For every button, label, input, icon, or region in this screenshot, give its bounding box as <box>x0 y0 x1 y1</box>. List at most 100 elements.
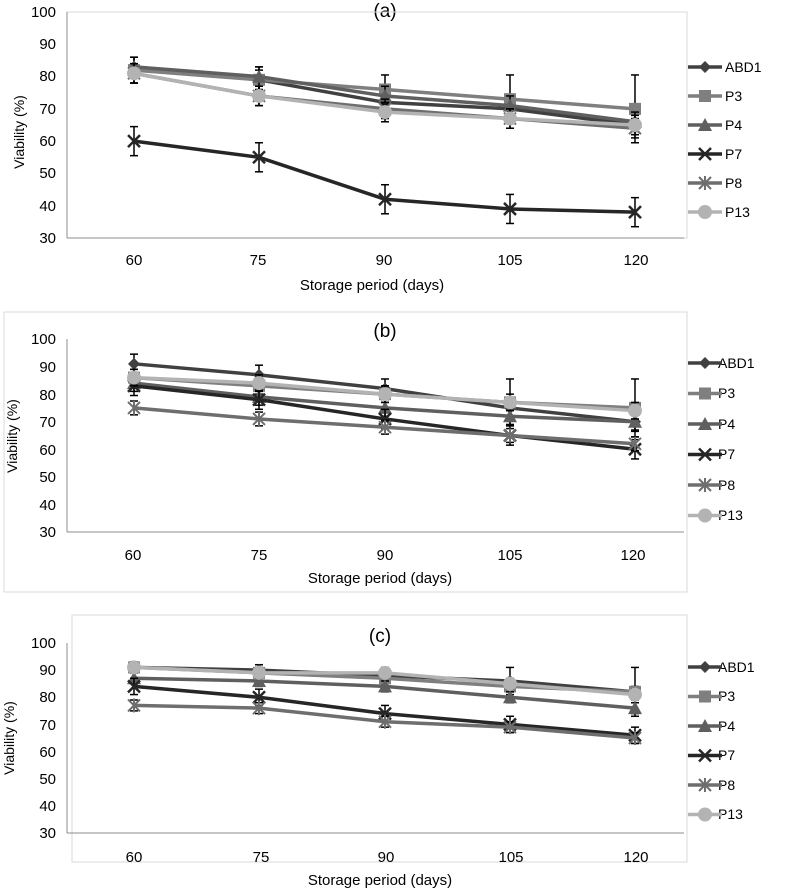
x-axis-label-a: Storage period (days) <box>300 277 444 294</box>
series-layer-b <box>66 339 684 533</box>
data-point-p13 <box>628 687 642 702</box>
legend-swatch-marker <box>698 508 712 523</box>
x-ticks-c: 60 75 90 105 120 <box>126 849 649 866</box>
legend-label: P4 <box>725 117 742 133</box>
legend-label: P3 <box>718 688 735 704</box>
y-tick-label: 60 <box>39 442 56 459</box>
legend-label: P7 <box>718 747 735 763</box>
legend-swatch-marker <box>698 118 712 131</box>
legend-a: ABD1 P3 P4 P7 P8 P13 <box>688 59 762 220</box>
data-point-p8 <box>127 698 141 713</box>
x-ticks-b: 60 75 90 105 120 <box>125 547 646 564</box>
x-tick-label: 75 <box>253 849 270 866</box>
x-tick-label: 75 <box>250 252 267 269</box>
y-tick-label: 30 <box>39 524 56 541</box>
data-point-p7-stroke <box>127 134 141 149</box>
data-point-p4 <box>252 69 266 83</box>
y-tick-label: 100 <box>31 635 56 652</box>
legend-swatch-marker <box>698 778 712 792</box>
data-point-p8 <box>628 731 642 745</box>
legend-label: P4 <box>718 718 735 734</box>
legend-swatch-marker-stroke <box>698 147 712 161</box>
data-point-abd1 <box>128 357 140 370</box>
y-ticks-a: 30 40 50 60 70 80 90 100 <box>31 4 56 247</box>
legend-swatch-marker <box>698 748 712 763</box>
data-point-p13 <box>127 66 141 81</box>
legend-label: P8 <box>725 175 742 191</box>
y-ticks-b: 30 40 50 60 70 80 90 100 <box>31 331 56 541</box>
x-tick-label: 60 <box>126 252 143 269</box>
legend-swatch-marker-stroke <box>698 447 712 462</box>
y-tick-label: 60 <box>39 744 56 761</box>
y-tick-label: 70 <box>39 101 56 118</box>
data-point-p7 <box>378 192 392 207</box>
data-point-p13 <box>252 376 266 391</box>
chart-a: (a) Storage period (days) Viability (%) … <box>11 1 762 294</box>
y-tick-label: 100 <box>31 4 56 21</box>
x-tick-label: 60 <box>126 849 143 866</box>
legend-swatch-marker <box>699 387 711 400</box>
y-tick-label: 40 <box>39 198 56 215</box>
data-point-p7 <box>628 205 642 220</box>
data-point-p13 <box>628 118 642 132</box>
legend-label: P13 <box>718 806 743 822</box>
x-tick-label: 105 <box>497 547 522 564</box>
data-point-p4 <box>252 674 266 687</box>
y-tick-label: 70 <box>39 414 56 431</box>
legend-swatch-marker <box>698 807 712 822</box>
legend-swatch-marker <box>698 447 712 462</box>
x-tick-label: 120 <box>623 252 648 269</box>
data-point-p8 <box>378 714 392 729</box>
data-point-p7-stroke <box>252 690 266 705</box>
data-point-p13 <box>503 111 517 126</box>
x-tick-label: 120 <box>623 849 648 866</box>
data-point-p8 <box>378 420 392 435</box>
data-point-p4 <box>378 679 392 693</box>
plot-area-c <box>71 614 688 863</box>
data-point-p8 <box>252 701 266 716</box>
legend-label: P4 <box>718 416 735 432</box>
data-point-p7 <box>503 202 517 216</box>
chart-c: (c) Storage period (days) Viability (%) … <box>1 614 755 889</box>
data-point-p8 <box>252 411 266 426</box>
legend-swatch-marker <box>698 147 712 161</box>
legend-swatch-marker <box>699 61 711 73</box>
x-axis-label-c: Storage period (days) <box>308 872 452 888</box>
legend-label: P3 <box>718 385 735 401</box>
legend-label: P8 <box>718 777 735 793</box>
data-point-p7 <box>252 392 266 407</box>
y-tick-label: 70 <box>39 717 56 734</box>
panel-title-b: (b) <box>373 321 396 342</box>
y-tick-label: 80 <box>39 68 56 85</box>
x-tick-label: 75 <box>251 547 268 564</box>
plot-area-b <box>3 311 688 593</box>
y-tick-label: 90 <box>39 662 56 679</box>
x-tick-label: 90 <box>377 547 394 564</box>
y-tick-label: 100 <box>31 331 56 348</box>
legend-label: ABD1 <box>718 355 755 371</box>
y-tick-label: 80 <box>39 689 56 706</box>
y-tick-label: 50 <box>39 165 56 182</box>
series-layer-c <box>66 643 684 834</box>
panel-title-c: (c) <box>369 626 391 647</box>
legend-label: P13 <box>725 204 750 220</box>
data-point-p13 <box>252 88 266 103</box>
data-point-p7 <box>127 134 141 149</box>
data-point-p7 <box>127 679 141 694</box>
legend-label: P13 <box>718 507 743 523</box>
data-point-p8 <box>628 436 642 451</box>
x-tick-label: 105 <box>498 849 523 866</box>
data-point-p4 <box>378 400 392 414</box>
data-point-p13 <box>127 660 141 675</box>
x-tick-label: 105 <box>497 252 522 269</box>
x-tick-label: 90 <box>378 849 395 866</box>
x-tick-label: 60 <box>125 547 142 564</box>
y-tick-label: 30 <box>39 230 56 247</box>
data-point-p13 <box>628 403 642 418</box>
y-tick-label: 60 <box>39 133 56 150</box>
y-tick-label: 40 <box>39 798 56 815</box>
data-point-p13 <box>378 387 392 402</box>
data-point-p13 <box>503 676 517 691</box>
legend-b: ABD1 P3 P4 P7 P8 P13 <box>688 355 755 523</box>
legend-label: P7 <box>725 146 742 162</box>
